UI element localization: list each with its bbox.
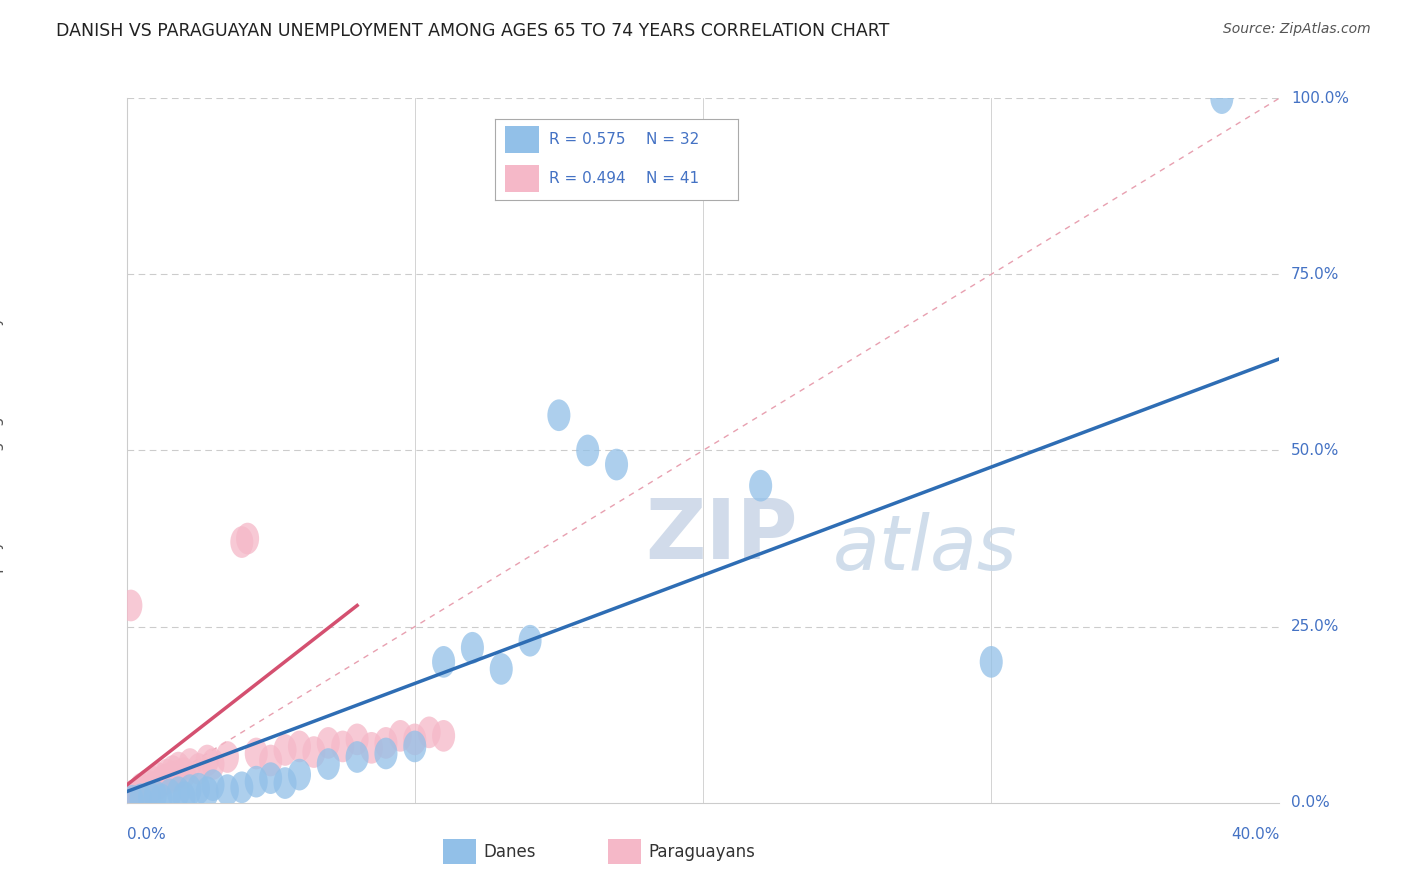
Ellipse shape — [360, 732, 382, 764]
Ellipse shape — [332, 731, 354, 763]
Ellipse shape — [231, 772, 253, 803]
Text: DANISH VS PARAGUAYAN UNEMPLOYMENT AMONG AGES 65 TO 74 YEARS CORRELATION CHART: DANISH VS PARAGUAYAN UNEMPLOYMENT AMONG … — [56, 22, 890, 40]
Ellipse shape — [124, 781, 146, 813]
Ellipse shape — [167, 752, 190, 783]
Ellipse shape — [179, 748, 201, 780]
Text: ZIP: ZIP — [645, 494, 797, 575]
Ellipse shape — [259, 763, 283, 794]
Ellipse shape — [127, 776, 149, 808]
Ellipse shape — [605, 449, 628, 481]
Ellipse shape — [129, 772, 152, 805]
Ellipse shape — [346, 741, 368, 772]
Ellipse shape — [141, 766, 165, 797]
Ellipse shape — [152, 764, 176, 796]
Ellipse shape — [155, 759, 179, 790]
Ellipse shape — [179, 774, 201, 806]
Text: Danes: Danes — [484, 843, 536, 861]
Ellipse shape — [302, 736, 325, 768]
Ellipse shape — [274, 734, 297, 766]
Text: 75.0%: 75.0% — [1291, 267, 1340, 282]
Ellipse shape — [143, 780, 167, 812]
Ellipse shape — [374, 738, 398, 769]
Ellipse shape — [201, 769, 225, 801]
Text: Unemployment Among Ages 65 to 74 years: Unemployment Among Ages 65 to 74 years — [0, 283, 4, 618]
Ellipse shape — [231, 526, 253, 558]
Bar — [607, 839, 641, 864]
Ellipse shape — [121, 785, 143, 816]
Ellipse shape — [121, 780, 143, 812]
Ellipse shape — [195, 745, 219, 776]
Ellipse shape — [274, 767, 297, 799]
Ellipse shape — [173, 757, 195, 789]
Ellipse shape — [149, 783, 173, 815]
Ellipse shape — [135, 769, 159, 801]
Ellipse shape — [162, 756, 184, 787]
Ellipse shape — [749, 470, 772, 501]
Ellipse shape — [389, 720, 412, 752]
Ellipse shape — [236, 523, 259, 555]
Ellipse shape — [132, 779, 155, 810]
Ellipse shape — [432, 646, 456, 678]
Ellipse shape — [316, 727, 340, 759]
Bar — [443, 839, 477, 864]
Ellipse shape — [288, 731, 311, 763]
Ellipse shape — [118, 783, 141, 815]
Ellipse shape — [149, 767, 173, 799]
Ellipse shape — [288, 759, 311, 790]
Ellipse shape — [138, 774, 162, 806]
Ellipse shape — [547, 400, 571, 431]
Text: 50.0%: 50.0% — [1291, 443, 1340, 458]
Ellipse shape — [245, 766, 267, 797]
Ellipse shape — [187, 772, 209, 805]
Text: Source: ZipAtlas.com: Source: ZipAtlas.com — [1223, 22, 1371, 37]
Ellipse shape — [217, 774, 239, 806]
Ellipse shape — [346, 723, 368, 756]
Text: 0.0%: 0.0% — [127, 828, 166, 842]
Ellipse shape — [173, 781, 195, 813]
Ellipse shape — [201, 748, 225, 780]
Ellipse shape — [159, 779, 181, 810]
Ellipse shape — [418, 716, 440, 748]
Ellipse shape — [404, 731, 426, 763]
Ellipse shape — [374, 727, 398, 759]
Text: Paraguayans: Paraguayans — [648, 843, 755, 861]
Ellipse shape — [519, 625, 541, 657]
Ellipse shape — [1211, 82, 1233, 114]
Ellipse shape — [576, 434, 599, 467]
Text: 25.0%: 25.0% — [1291, 619, 1340, 634]
Ellipse shape — [217, 741, 239, 772]
Ellipse shape — [165, 760, 187, 792]
Ellipse shape — [980, 646, 1002, 678]
Ellipse shape — [259, 745, 283, 776]
Ellipse shape — [245, 738, 267, 769]
Ellipse shape — [489, 653, 513, 685]
Text: atlas: atlas — [832, 512, 1017, 586]
Text: 0.0%: 0.0% — [1291, 796, 1330, 810]
Ellipse shape — [146, 763, 170, 794]
Ellipse shape — [167, 776, 190, 808]
Ellipse shape — [187, 753, 209, 785]
Ellipse shape — [195, 776, 219, 808]
Ellipse shape — [159, 763, 181, 794]
Text: 100.0%: 100.0% — [1291, 91, 1348, 105]
Text: 40.0%: 40.0% — [1232, 828, 1279, 842]
Ellipse shape — [129, 783, 152, 815]
Ellipse shape — [143, 772, 167, 803]
Ellipse shape — [461, 632, 484, 664]
Ellipse shape — [316, 748, 340, 780]
Ellipse shape — [404, 723, 426, 756]
Ellipse shape — [138, 781, 162, 813]
Ellipse shape — [432, 720, 456, 752]
Ellipse shape — [120, 590, 142, 622]
